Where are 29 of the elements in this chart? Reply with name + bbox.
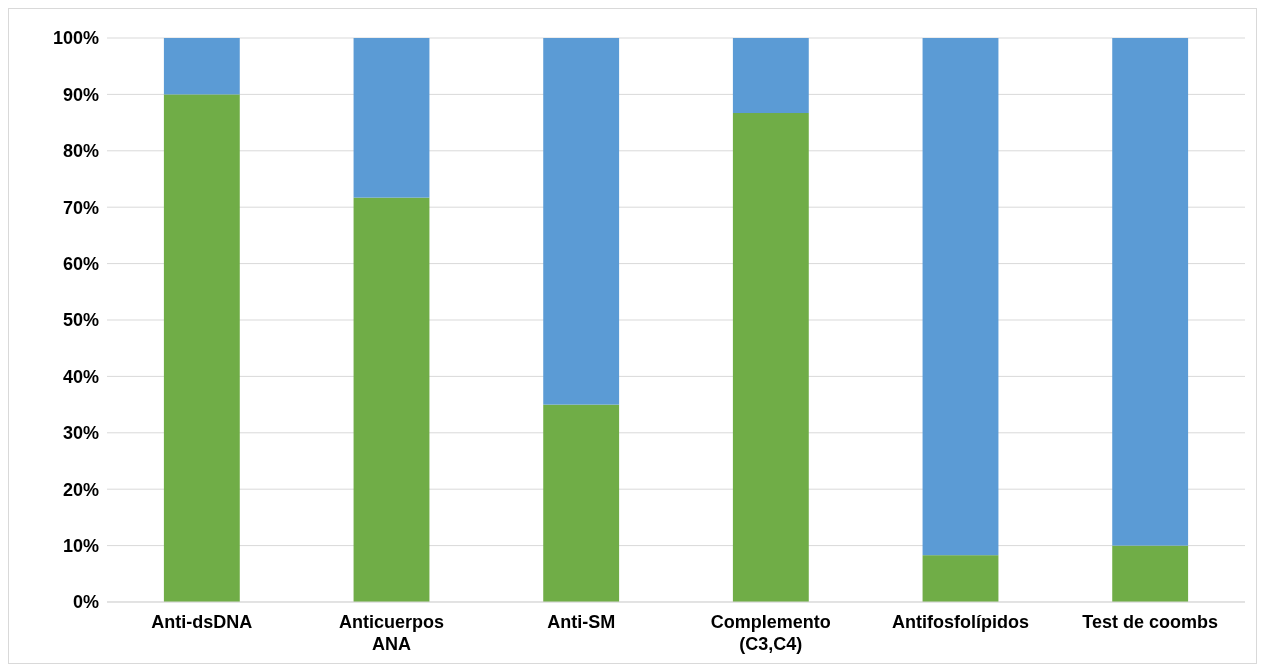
bar <box>353 38 430 198</box>
x-tick-label: Test de coombs <box>1082 612 1219 632</box>
x-tick-label: Anti-SM <box>547 612 616 632</box>
bar <box>353 197 430 602</box>
bar <box>732 113 809 602</box>
x-tick-label: Antifosfolípidos <box>892 612 1029 632</box>
bar <box>1112 545 1189 602</box>
bar <box>922 555 999 602</box>
y-tick-label: 10% <box>62 535 99 556</box>
y-tick-label: 60% <box>62 253 99 274</box>
y-tick-label: 70% <box>62 197 99 218</box>
bar <box>732 38 809 114</box>
y-tick-label: 0% <box>72 592 99 613</box>
y-tick-label: 40% <box>62 366 99 387</box>
x-tick-label: Anti-dsDNA <box>151 612 253 632</box>
bar <box>1112 38 1189 546</box>
y-tick-label: 30% <box>62 423 99 444</box>
y-tick-label: 50% <box>62 310 99 331</box>
bar <box>922 38 999 556</box>
x-tick-label: Anticuerpos ANA <box>338 612 445 654</box>
bar <box>543 404 620 602</box>
y-tick-label: 100% <box>52 28 99 49</box>
bar <box>543 38 620 405</box>
bar <box>163 94 240 602</box>
y-tick-label: 90% <box>62 84 99 105</box>
y-tick-label: 20% <box>62 479 99 500</box>
x-tick-label: Complemento (C3,C4) <box>710 612 831 654</box>
y-tick-label: 80% <box>62 141 99 162</box>
bar <box>163 38 240 95</box>
